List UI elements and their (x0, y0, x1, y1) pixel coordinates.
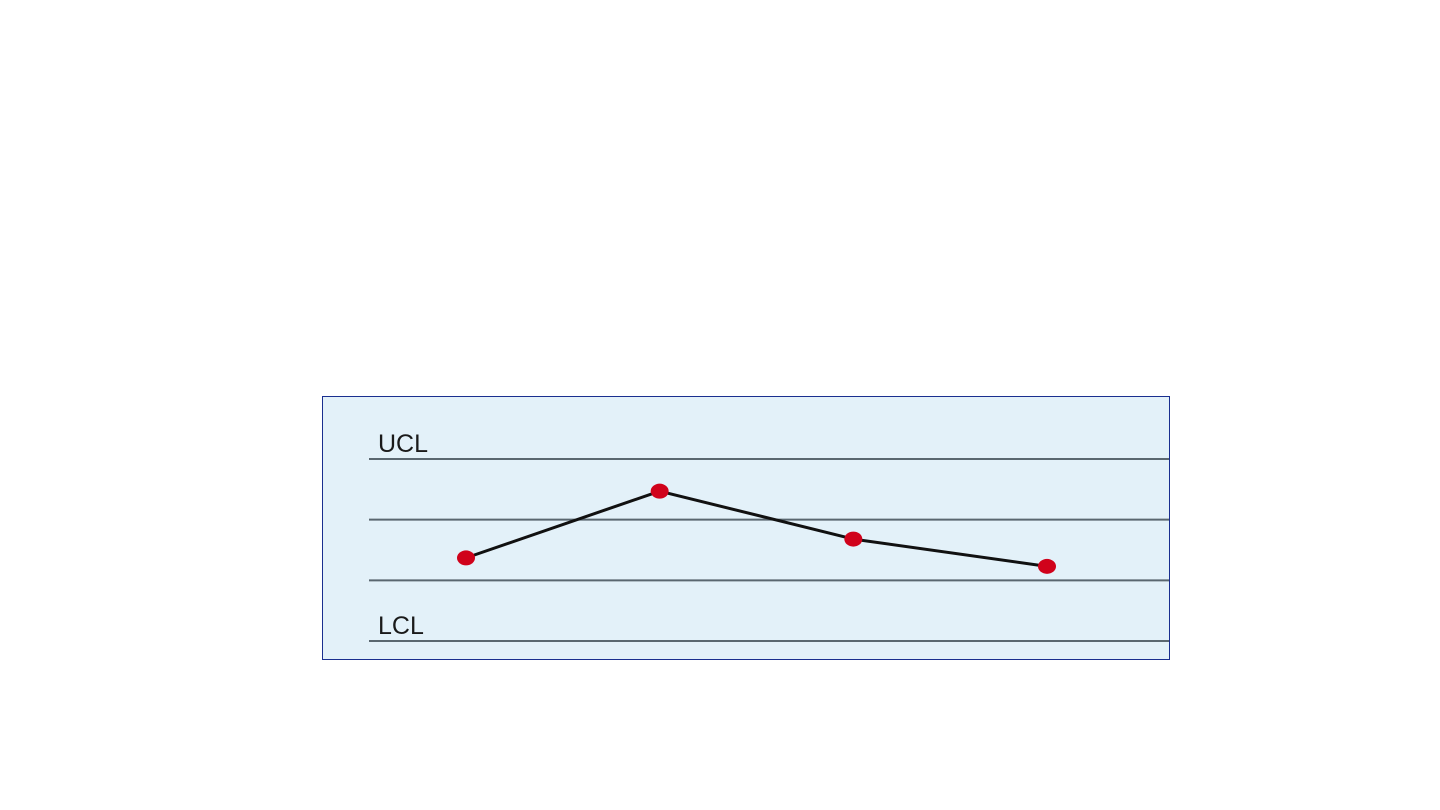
control-chart: UCL LCL (322, 396, 1170, 660)
lcl-label: LCL (378, 612, 424, 640)
reference-lines (369, 458, 1169, 642)
control-chart-plot: UCL LCL (369, 430, 1169, 642)
data-point-3 (844, 531, 863, 547)
series-lines (465, 489, 1048, 568)
data-markers (457, 483, 1056, 574)
data-point-1 (457, 550, 475, 566)
series-line-0 (465, 489, 1048, 568)
data-point-4 (1038, 558, 1056, 574)
ucl-label: UCL (378, 430, 428, 458)
data-point-2 (650, 483, 669, 499)
reference-labels: UCL LCL (378, 430, 428, 640)
